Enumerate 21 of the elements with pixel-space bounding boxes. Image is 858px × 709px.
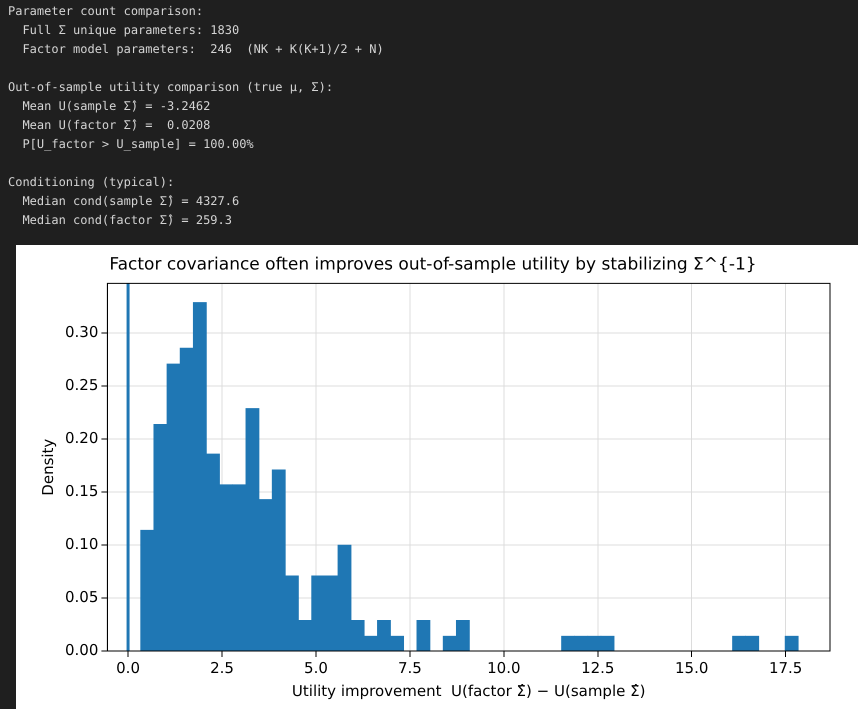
x-tick-label: 2.5	[210, 658, 234, 677]
y-axis-title: Density	[38, 438, 57, 496]
x-axis-title: Utility improvement U(factor Σ̂) − U(sample Σ̂)	[292, 682, 646, 700]
x-tick-label: 17.5	[768, 658, 802, 677]
x-tick-label: 15.0	[675, 658, 708, 677]
y-tick-label: 0.25	[64, 376, 98, 394]
x-tick-label: 10.0	[487, 658, 521, 677]
y-tick-label: 0.15	[64, 482, 98, 500]
y-tick-label: 0.10	[64, 534, 98, 553]
y-tick-label: 0.05	[64, 588, 98, 606]
y-tick-label: 0.30	[64, 323, 98, 342]
text: Parameter count comparison: Full Σ unique parameters: 1830 Factor model parameters: 246 (NK + K(K+1)/2 + N)	[8, 3, 385, 58]
text: Conditioning (typical): Median cond(sample Σ̂) = 4327.6 Median cond(factor Σ̂) = 259.3	[8, 174, 240, 229]
x-tick-label: 0.0	[116, 658, 140, 677]
x-tick-label: 12.5	[581, 658, 614, 677]
text: Out-of-sample utility comparison (true μ, Σ): Mean U(sample Σ̂) = -3.2462 Mean U(factor Σ̂) = 0.0208 P[U_factor > U_sample] = 100.00%	[8, 79, 334, 153]
chart-title: Factor covariance often improves out-of-sample utility by stabilizing Σ^{-1}	[109, 254, 757, 275]
x-tick-label: 5.0	[304, 658, 328, 677]
y-tick-label: 0.20	[64, 429, 98, 448]
y-tick-label: 0.00	[64, 640, 98, 659]
x-tick-label: 7.5	[398, 658, 422, 677]
